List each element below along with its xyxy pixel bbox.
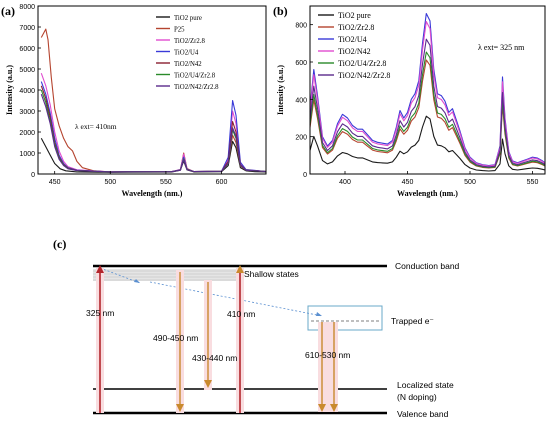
emission-610-arrow-right-head xyxy=(330,404,338,412)
legend-label-5: TiO2/U4/Zr2.8 xyxy=(174,73,216,80)
series-line-0 xyxy=(40,138,267,173)
y-tick-label: 1000 xyxy=(19,151,35,158)
transition-430-label: 430-440 nm xyxy=(192,353,237,363)
shallow-states-label: Shallow states xyxy=(244,269,299,279)
excitation-410-arrow-head xyxy=(236,265,244,273)
emission-430-arrow-head xyxy=(204,380,212,388)
relaxation-arrow-head xyxy=(134,279,140,283)
trapped-electron-box xyxy=(307,305,383,331)
legend-label-2: TiO2/U4 xyxy=(338,35,367,44)
y-tick-label: 4000 xyxy=(19,88,35,95)
chart-annotation: λ ext= 410nm xyxy=(75,122,117,131)
trapping-arrow-head xyxy=(316,312,322,316)
legend-label-1: TiO2/Zr2.8 xyxy=(338,23,374,32)
excitation-325-arrow-head xyxy=(96,265,104,273)
chart-annotation: λ ext= 325 nm xyxy=(478,43,525,52)
transition-410-label: 410 nm xyxy=(227,309,255,319)
legend-label-6: TiO2/N42/Zr2.8 xyxy=(174,84,219,91)
x-tick-label: 450 xyxy=(402,179,414,186)
valence-band-label: Valence band xyxy=(397,409,449,419)
n-doping-label: (N doping) xyxy=(397,392,437,402)
legend-label-1: P25 xyxy=(174,27,185,34)
y-tick-label: 600 xyxy=(295,60,307,67)
y-tick-label: 5000 xyxy=(19,67,35,74)
panel-b-label: (b) xyxy=(273,4,288,18)
y-axis-label: Intensity (a.u.) xyxy=(276,65,285,115)
conduction-band-label: Conduction band xyxy=(395,261,460,271)
y-tick-label: 0 xyxy=(31,172,35,179)
legend-label-3: TiO2/N42 xyxy=(338,47,371,56)
y-tick-label: 400 xyxy=(295,97,307,104)
y-tick-label: 0 xyxy=(303,172,307,179)
chart-b: 400 450 500 550 0 200 400 600 800 Wavelength (nm.… xyxy=(276,5,546,198)
x-tick-label: 600 xyxy=(216,179,228,186)
y-axis-label: Intensity (a.u.) xyxy=(5,65,14,115)
x-tick-label: 550 xyxy=(160,179,172,186)
panel-a-label: (a) xyxy=(1,4,15,18)
y-tick-label: 8000 xyxy=(19,4,35,11)
legend-label-3: TiO2/U4 xyxy=(174,50,199,57)
transition-325-label: 325 nm xyxy=(86,308,114,318)
x-tick-label: 500 xyxy=(104,179,116,186)
transition-glow xyxy=(318,322,338,412)
legend-label-5: TiO2/N42/Zr2.8 xyxy=(338,71,390,80)
x-axis-label: Wavelength (nm.) xyxy=(397,189,458,198)
y-tick-label: 3000 xyxy=(19,109,35,116)
series-line-4 xyxy=(309,51,546,169)
relaxation-arrow xyxy=(99,267,141,284)
series-line-0 xyxy=(309,115,546,172)
y-tick-label: 7000 xyxy=(19,25,35,32)
transition-610-label: 610-530 nm xyxy=(305,350,350,360)
series-line-3 xyxy=(309,20,546,167)
legend-label-0: TiO2 pure xyxy=(174,15,202,22)
emission-610-arrow-left-head xyxy=(318,404,326,412)
emission-490-arrow-head xyxy=(176,404,184,412)
series-line-5 xyxy=(309,38,546,168)
series-line-6 xyxy=(40,94,267,173)
panel-c-label: (c) xyxy=(53,237,66,251)
chart-a: 450 500 550 6000100020003000400050006000700… xyxy=(5,4,267,198)
plot-frame xyxy=(309,5,546,175)
legend-label-2: TiO2/Zr2.8 xyxy=(174,38,206,45)
x-tick-label: 400 xyxy=(339,179,351,186)
legend-label-4: TiO2/N42 xyxy=(174,61,202,68)
trapped-label: Trapped e⁻ xyxy=(391,316,434,326)
y-tick-label: 800 xyxy=(295,23,307,30)
y-tick-label: 2000 xyxy=(19,130,35,137)
y-tick-label: 6000 xyxy=(19,46,35,53)
x-tick-label: 550 xyxy=(527,179,539,186)
energy-diagram: Conduction band Shallow states Localized… xyxy=(86,261,460,419)
shallow-states-band xyxy=(93,269,241,281)
legend-label-4: TiO2/U4/Zr2.8 xyxy=(338,59,386,68)
localized-state-label: Localized state xyxy=(397,380,454,390)
x-axis-label: Wavelength (nm.) xyxy=(122,189,183,198)
y-tick-label: 200 xyxy=(295,135,307,142)
legend-label-0: TiO2 pure xyxy=(338,11,371,20)
x-tick-label: 500 xyxy=(464,179,476,186)
transition-490-label: 490-450 nm xyxy=(153,333,198,343)
x-tick-label: 450 xyxy=(49,179,61,186)
